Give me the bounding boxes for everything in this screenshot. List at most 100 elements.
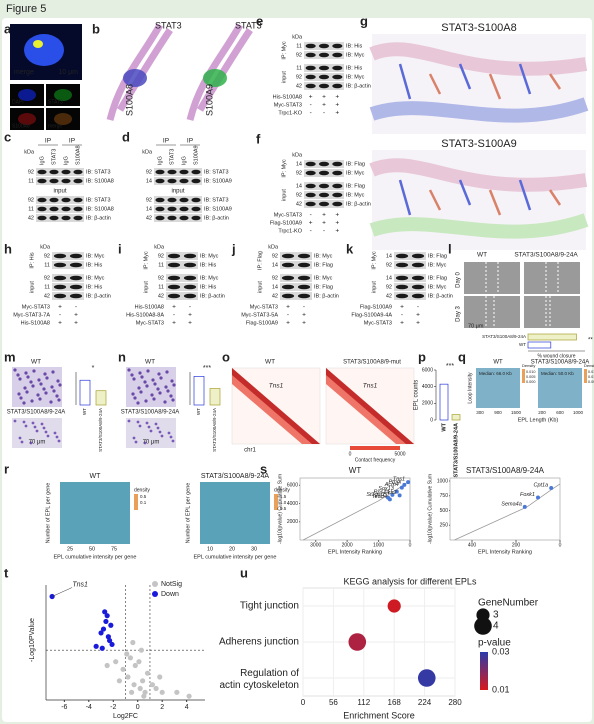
blot-band xyxy=(73,215,83,221)
label: kDa xyxy=(268,244,279,250)
gene-point xyxy=(394,489,399,494)
blot-band xyxy=(73,197,83,203)
rotated-label: input xyxy=(29,281,35,293)
cell xyxy=(151,378,155,382)
label: kDa xyxy=(154,244,165,250)
bar xyxy=(79,379,91,406)
label: - xyxy=(173,312,175,319)
wound-image xyxy=(524,262,580,294)
label: His-S100A8 xyxy=(273,94,302,100)
label: 92 xyxy=(386,284,392,290)
residue xyxy=(548,73,562,90)
cell xyxy=(138,371,142,375)
cell xyxy=(136,420,140,424)
label: 11 xyxy=(44,284,50,290)
blot-band xyxy=(411,284,425,290)
blot-strip xyxy=(154,177,202,185)
label: WT xyxy=(349,466,362,475)
point xyxy=(186,693,192,699)
blot-band xyxy=(318,170,330,176)
blot-band xyxy=(281,284,295,290)
label: - xyxy=(417,304,419,311)
cell xyxy=(18,377,22,381)
rotated-label: WT xyxy=(441,422,447,431)
blot-band xyxy=(305,161,316,167)
blot-strip xyxy=(166,292,198,300)
blot-band xyxy=(155,178,165,184)
blot-strip xyxy=(394,283,426,291)
rotated-label: STAT3/S100A8/9-24A xyxy=(453,423,459,478)
gene-point xyxy=(390,492,395,497)
label: Flag-S100A9 xyxy=(270,220,302,226)
label: WT xyxy=(265,359,275,366)
label: EPL Length (Kb) xyxy=(518,417,559,423)
blot-band xyxy=(332,183,343,189)
blot-band xyxy=(411,262,425,268)
label: 4 xyxy=(185,704,189,711)
blot-band xyxy=(73,206,83,212)
label: STAT3-S100A9 xyxy=(441,138,516,150)
label: + xyxy=(335,94,339,101)
panel-letter: h xyxy=(4,241,12,256)
blot-band xyxy=(183,293,197,299)
label: density xyxy=(274,487,290,493)
residue xyxy=(518,179,532,211)
blot-band xyxy=(281,262,295,268)
cell xyxy=(157,372,161,376)
panel-letter: d xyxy=(122,129,130,144)
blot-band xyxy=(61,215,71,221)
point xyxy=(113,659,119,665)
label: - xyxy=(189,304,191,311)
legend-swatch xyxy=(584,369,587,383)
label: 25 xyxy=(67,546,73,552)
point xyxy=(144,670,151,676)
panel-letter: n xyxy=(118,349,126,364)
label: 42 xyxy=(158,293,164,299)
blot-band xyxy=(281,275,295,281)
rotated-label: Number of EPL per gene xyxy=(185,483,191,544)
blot-band xyxy=(49,206,59,212)
blot-band xyxy=(167,178,177,184)
point xyxy=(99,645,105,651)
label: IP xyxy=(187,138,193,145)
cell xyxy=(53,431,57,435)
label: IB: STAT3 xyxy=(204,169,229,175)
rotated-label: IgG xyxy=(181,156,187,165)
label: 168 xyxy=(388,698,402,707)
blot-band xyxy=(297,253,311,259)
panel-letter: e xyxy=(256,13,263,28)
cell xyxy=(171,398,175,402)
rotated-label: -Log10PValue xyxy=(29,618,36,662)
y-tick-label: Regulation of actin cytoskeleton xyxy=(220,668,300,691)
cell xyxy=(170,379,174,383)
blot-band xyxy=(37,169,47,175)
gene-point xyxy=(402,482,407,487)
label: Sox13 xyxy=(378,486,395,492)
label: 70 μm xyxy=(29,440,46,446)
point xyxy=(124,651,130,657)
label: merge xyxy=(14,69,34,76)
blot-strip xyxy=(154,196,202,204)
blot-strip xyxy=(166,261,198,269)
panel-letter: r xyxy=(4,461,9,476)
cell xyxy=(149,429,153,433)
label: 6000 xyxy=(287,483,298,489)
label: 0 xyxy=(301,698,306,707)
point xyxy=(120,666,126,672)
transwell-image xyxy=(126,367,176,407)
rotated-label: IgG xyxy=(157,156,163,165)
label: 200 xyxy=(512,542,521,548)
label: 92 xyxy=(272,253,278,259)
label: 11 xyxy=(44,262,50,268)
label: 14 xyxy=(296,183,302,189)
signal xyxy=(18,89,36,101)
point xyxy=(104,613,110,619)
blot-band xyxy=(281,293,295,299)
cell xyxy=(57,398,61,402)
blot-strip xyxy=(52,274,84,282)
blot-band xyxy=(37,178,47,184)
label: + xyxy=(400,320,404,327)
cell xyxy=(42,426,46,430)
cell xyxy=(45,376,49,380)
cell xyxy=(56,379,60,383)
